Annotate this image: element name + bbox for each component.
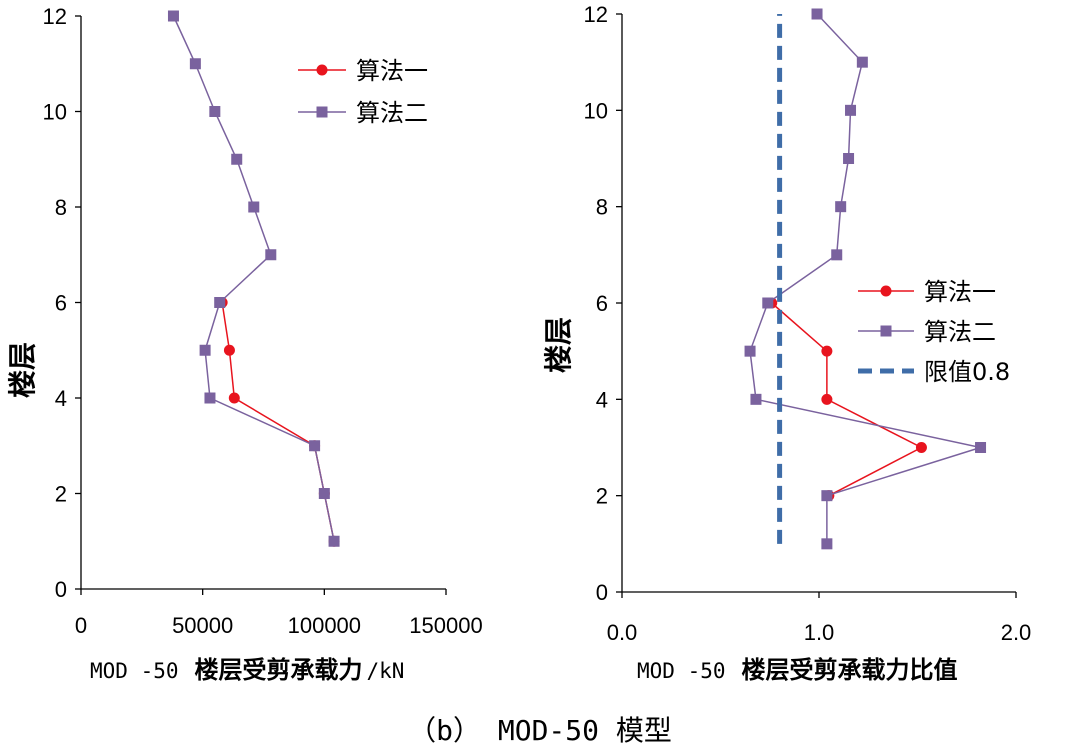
y-tick-label: 10 (43, 100, 67, 125)
data-point (223, 344, 235, 356)
data-point (762, 297, 774, 309)
chart-right-y-axis-label: 楼层 (542, 317, 575, 373)
y-tick-label: 2 (55, 482, 67, 507)
y-tick-label: 12 (43, 4, 67, 29)
x-tick-label: 100000 (288, 613, 361, 638)
data-point (915, 442, 927, 453)
y-tick-label: 12 (584, 2, 608, 27)
y-tick-label: 8 (55, 195, 67, 220)
legend-label: 算法一 (924, 278, 996, 306)
chart-left-y-axis-label: 楼层 (6, 342, 39, 398)
chart-left-x-axis-label: MOD -50 楼层受剪承载力 /kN (90, 656, 404, 684)
y-tick-label: 6 (55, 291, 67, 316)
data-point (821, 345, 833, 357)
series-line (172, 15, 335, 542)
x-tick-label: 1.0 (804, 620, 835, 645)
data-point (811, 8, 823, 20)
data-point (821, 538, 833, 550)
chart-right-x-label-main: 楼层受剪承载力比值 (742, 656, 958, 684)
data-point (744, 345, 756, 357)
data-point (821, 393, 833, 405)
data-point (835, 201, 847, 213)
data-point (845, 104, 857, 116)
data-point (309, 440, 321, 452)
x-tick-label: 0 (75, 613, 87, 638)
data-point (843, 153, 855, 164)
chart-right-x-axis-label: MOD -50 楼层受剪承载力比值 (637, 656, 958, 684)
chart-left-x-label-prefix: MOD -50 (90, 659, 179, 683)
legend-label: 限值0.8 (924, 358, 1010, 386)
legend-label: 算法一 (356, 57, 428, 85)
data-point (231, 153, 243, 165)
y-tick-label: 10 (584, 98, 608, 123)
x-tick-label: 0.0 (607, 620, 638, 645)
data-point (975, 442, 987, 453)
y-tick-label: 0 (55, 577, 67, 602)
legend-marker (880, 325, 892, 337)
figure-caption: （b） MOD-50 模型 (408, 714, 672, 747)
data-point (199, 344, 211, 356)
y-tick-label: 4 (55, 386, 67, 411)
data-point (189, 58, 201, 70)
legend-marker (316, 64, 328, 76)
data-point (214, 297, 226, 308)
data-point (228, 392, 240, 404)
data-point (750, 393, 762, 405)
chart-left-series (167, 10, 340, 547)
y-tick-label: 6 (596, 291, 608, 316)
data-point (318, 488, 330, 499)
x-tick-label: 150000 (409, 613, 482, 638)
data-point (265, 249, 277, 261)
series-line (749, 13, 984, 544)
data-point (209, 106, 221, 117)
data-point (204, 392, 216, 404)
legend-marker (880, 285, 892, 297)
chart-right-series (744, 8, 987, 550)
y-tick-label: 2 (596, 484, 608, 509)
chart-left-x-label-unit: /kN (367, 659, 405, 683)
data-point (328, 535, 340, 547)
data-point (248, 201, 260, 213)
data-point (821, 490, 833, 502)
data-point (856, 56, 868, 68)
legend-label: 算法二 (356, 99, 428, 127)
chart-right-x-label-prefix: MOD -50 (637, 659, 726, 683)
x-tick-label: 50000 (172, 613, 233, 638)
series-line (771, 302, 924, 497)
data-point (831, 249, 843, 261)
y-tick-label: 0 (596, 580, 608, 605)
x-tick-label: 2.0 (1001, 620, 1032, 645)
y-tick-label: 4 (596, 387, 608, 412)
legend-marker (316, 106, 328, 118)
series-line (221, 302, 335, 542)
chart-left-x-label-main: 楼层受剪承载力 (195, 656, 363, 684)
chart-left-axes: 0 2 4 6 8 10 12 0 50000 100000 150000 (43, 4, 483, 638)
chart-right-axes: 0 2 4 6 8 10 12 0.0 1.0 2.0 (584, 2, 1032, 645)
legend-label: 算法二 (924, 318, 996, 346)
y-tick-label: 8 (596, 195, 608, 220)
data-point (167, 10, 179, 22)
